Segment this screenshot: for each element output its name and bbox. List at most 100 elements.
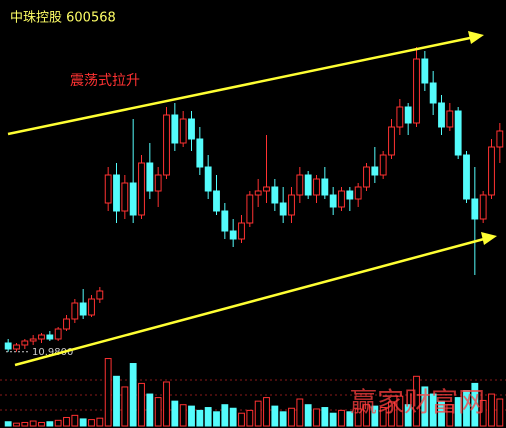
volume-bar: [104, 358, 112, 427]
volume-bar: [463, 390, 470, 427]
volume-bar: [271, 405, 279, 427]
candle-body: [188, 118, 195, 140]
candle-body: [204, 166, 212, 192]
volume-bar: [304, 404, 312, 427]
candle-body: [113, 174, 120, 212]
volume-bar: [396, 395, 404, 427]
candle-body: [246, 194, 254, 224]
volume-bar: [479, 399, 487, 427]
volume-bar: [429, 393, 437, 427]
candle-body: [488, 146, 495, 196]
volume-bar: [146, 393, 154, 427]
candle-body: [138, 162, 145, 216]
volume-bar: [438, 400, 445, 427]
volume-bar: [171, 400, 179, 427]
candle-body: [96, 290, 104, 300]
candle-body: [63, 318, 70, 330]
volume-bar: [321, 407, 329, 427]
volume-bar: [338, 409, 345, 427]
candle-body: [88, 298, 95, 316]
volume-bar: [238, 412, 245, 427]
volume-bar: [496, 398, 504, 427]
candle-body: [196, 138, 204, 168]
volume-bar: [354, 408, 362, 427]
candle-body: [29, 338, 37, 342]
watermark: 赢家财富网: [350, 388, 485, 419]
candle-body: [154, 174, 162, 192]
volume-bar: [196, 409, 204, 427]
volume-bar: [204, 407, 212, 427]
volume-bar: [488, 393, 495, 427]
volume-bar: [254, 400, 262, 427]
candle-body: [304, 174, 312, 196]
volume-bar: [179, 404, 187, 427]
volume-bar: [371, 405, 379, 427]
candle-body: [438, 102, 445, 128]
volume-bar: [188, 405, 195, 427]
candle-body: [421, 58, 429, 84]
volume-bar: [213, 411, 220, 427]
marks: 10.9800: [4, 47, 504, 427]
candle-body: [13, 344, 20, 350]
candle-body: [238, 222, 245, 240]
candle-body: [321, 178, 329, 196]
candle-body: [146, 162, 154, 192]
arrow-head: [468, 31, 484, 44]
volume-bar: [413, 375, 420, 427]
candle-body: [454, 110, 462, 156]
trend-line: [14, 237, 485, 367]
volume-bar: [4, 421, 12, 427]
volume-bar: [21, 421, 29, 427]
volume-bar: [288, 407, 295, 427]
trend-line: [7, 36, 471, 136]
volume-bar: [246, 409, 254, 427]
candle-body: [46, 334, 54, 340]
volume-bar: [13, 422, 20, 427]
annotation: 震荡式拉升: [70, 73, 140, 89]
volume-bar: [229, 407, 237, 427]
candle-body: [263, 186, 270, 192]
candle-body: [213, 190, 220, 212]
arrow-head: [481, 232, 497, 245]
candle-body: [388, 126, 395, 156]
candle-body: [54, 328, 62, 340]
candle-body: [363, 166, 370, 188]
candle-body: [163, 114, 170, 176]
candle-body: [21, 340, 29, 346]
candle-body: [471, 198, 479, 220]
volume-bar: [313, 408, 320, 427]
candle-body: [129, 182, 137, 216]
candle-body: [4, 342, 12, 350]
volume-bar: [129, 363, 137, 427]
candle-body: [254, 190, 262, 196]
candle-body: [396, 106, 404, 128]
candle-body: [338, 190, 345, 208]
volume-bar: [279, 411, 287, 427]
volume-bar: [79, 418, 87, 427]
volume-bar: [88, 419, 95, 427]
candle-body: [296, 174, 304, 196]
candle-body: [463, 154, 470, 200]
candle-body: [413, 58, 420, 124]
candle-body: [179, 118, 187, 144]
candle-body: [121, 182, 129, 212]
volume-bar: [71, 414, 79, 427]
candle-body: [429, 82, 437, 104]
volume-bar: [38, 421, 45, 427]
chart-title: 中珠控股 600568: [10, 11, 116, 26]
volume-bar: [296, 398, 304, 427]
volume-bar: [63, 416, 70, 427]
volume-bar: [404, 404, 412, 427]
volume-bar: [121, 386, 129, 427]
candle-body: [404, 106, 412, 124]
candle-body: [354, 186, 362, 200]
candle-body: [479, 194, 487, 220]
candle-body: [71, 302, 79, 320]
volume-bar: [46, 421, 54, 427]
volume-bar: [154, 397, 162, 427]
volume-bar: [54, 419, 62, 427]
volume-bar: [163, 381, 170, 427]
volume-bar: [138, 382, 145, 427]
volume-bar: [263, 397, 270, 427]
